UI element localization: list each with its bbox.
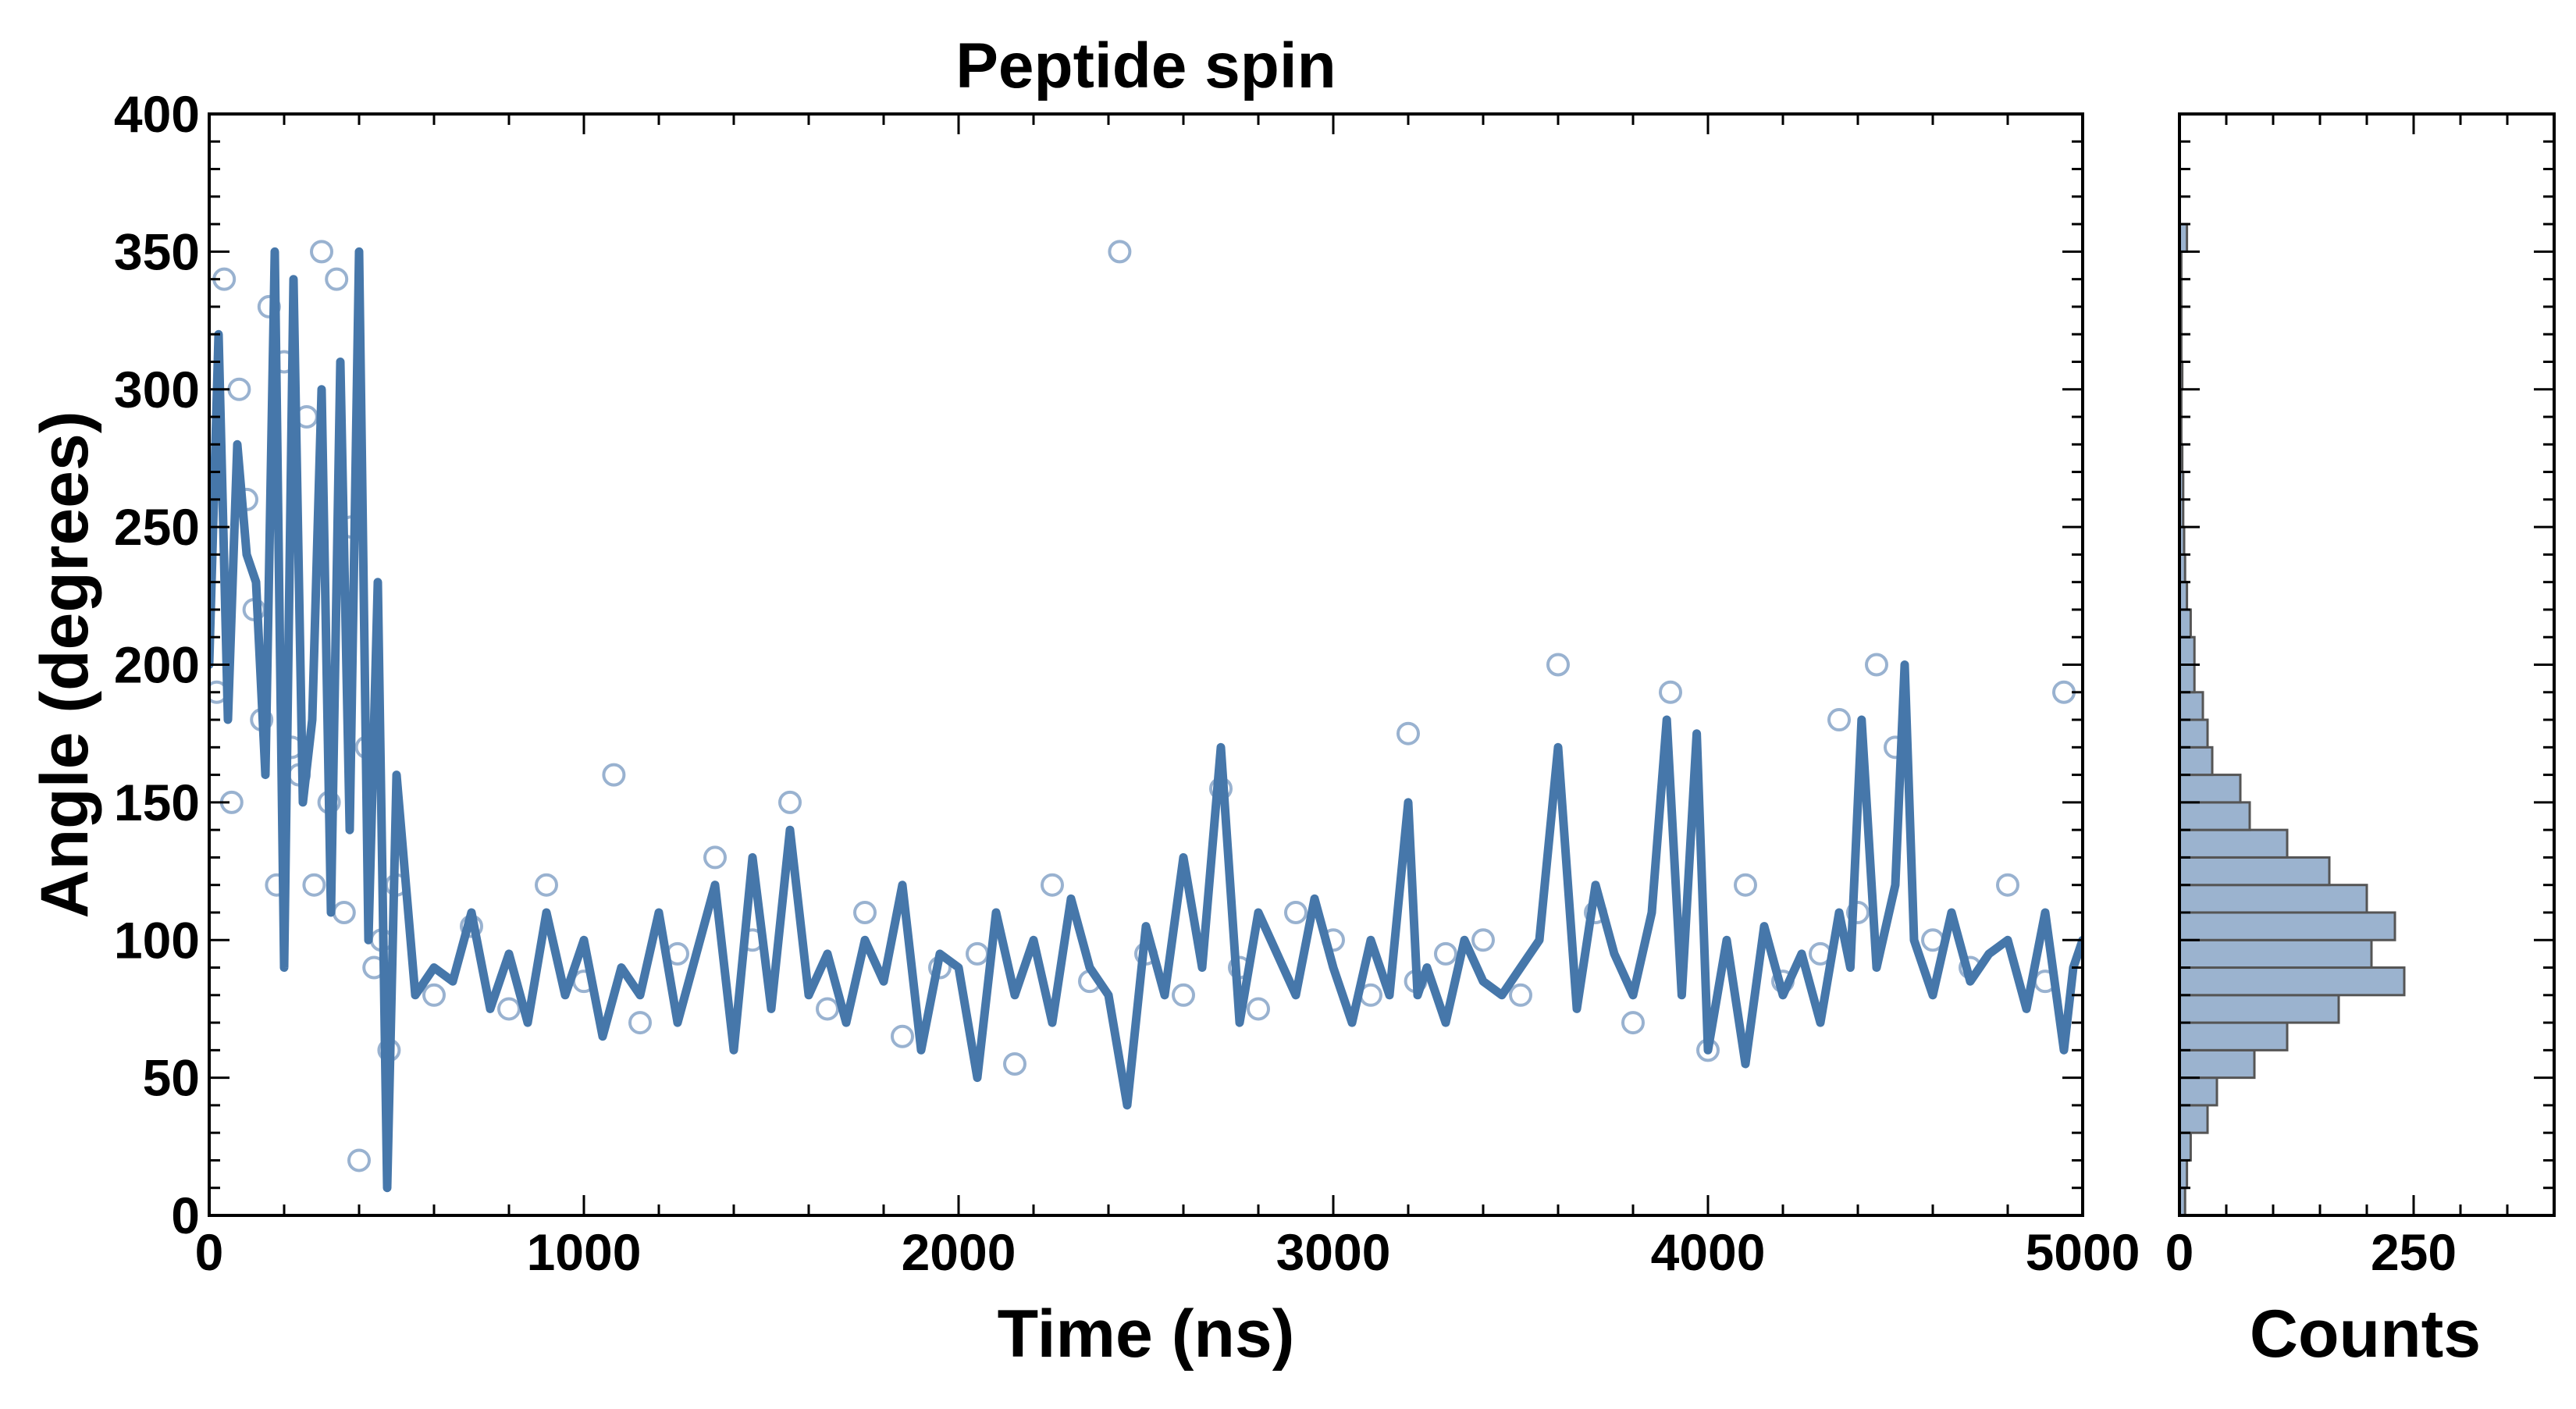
histogram-bar (2178, 966, 2406, 997)
x-tick-label: 1000 (527, 1223, 642, 1281)
scatter-point (1284, 900, 1308, 924)
y-tick-label: 200 (114, 636, 200, 694)
x-axis-label: Time (ns) (998, 1297, 1295, 1372)
scatter-point (891, 1024, 914, 1048)
histogram-bar (2178, 938, 2373, 970)
histogram-bar (2178, 691, 2204, 721)
scatter-point (966, 941, 989, 966)
scatter-point (1003, 1051, 1026, 1076)
scatter-point (310, 240, 333, 264)
histogram-bar (2178, 1076, 2218, 1107)
scatter-point (2052, 680, 2076, 704)
scatter-point (853, 900, 877, 924)
x-tick-label: 0 (195, 1223, 224, 1281)
histogram-bar (2178, 774, 2242, 804)
x-tick-label: 5000 (2026, 1223, 2140, 1281)
y-tick-label: 150 (114, 774, 200, 831)
histogram-bar (2178, 664, 2196, 694)
histogram-bar (2178, 745, 2214, 777)
scatter-point (1471, 928, 1495, 952)
y-tick-label: 250 (114, 498, 200, 556)
scatter-point (628, 1011, 652, 1035)
scatter-point (1172, 983, 1195, 1007)
scatter-point (1996, 873, 2019, 897)
scatter-point (602, 763, 626, 787)
scatter-point (535, 873, 558, 897)
scatter-point (302, 873, 326, 897)
hist-x-tick-label: 250 (2371, 1223, 2457, 1281)
scatter-point (1734, 873, 1757, 897)
scatter-point (325, 267, 349, 291)
scatter-point (332, 900, 356, 924)
scatter-point (1865, 653, 1888, 677)
histogram-bar (2178, 828, 2289, 859)
histogram-bar (2178, 856, 2331, 887)
histogram-bar (2178, 994, 2340, 1024)
scatter-point (1108, 240, 1132, 264)
histogram-bar (2178, 1048, 2256, 1080)
scatter-point (1621, 1011, 1645, 1035)
histogram-bar (2178, 884, 2368, 914)
y-tick-label: 350 (114, 222, 200, 280)
scatter-point (422, 983, 446, 1007)
histogram-bar (2178, 635, 2196, 666)
y-tick-label: 400 (114, 85, 200, 143)
histogram-bar (2178, 801, 2251, 831)
scatter-point (347, 1148, 371, 1172)
scatter-point (1041, 873, 1064, 897)
hist-x-tick-label: 0 (2165, 1223, 2194, 1281)
histogram-plot: 0 250 Counts (2165, 112, 2556, 1372)
histogram-bar (2178, 1021, 2289, 1051)
scatter-point (778, 790, 802, 814)
scatter-point (1397, 721, 1420, 745)
y-tick-label: 300 (114, 361, 200, 418)
x-tick-label: 2000 (902, 1223, 1016, 1281)
chart-title: Peptide spin (955, 30, 1336, 101)
scatter-points (209, 240, 2076, 1172)
scatter-point (1827, 708, 1851, 732)
histogram-bar (2178, 1131, 2192, 1162)
x-tick-label: 4000 (1651, 1223, 1766, 1281)
scatter-point (1434, 941, 1457, 966)
hist-x-axis-label: Counts (2250, 1297, 2481, 1372)
smoothed-line (209, 247, 2083, 1193)
scatter-point (1247, 997, 1270, 1021)
scatter-point (703, 845, 727, 870)
x-tick-label: 3000 (1276, 1223, 1391, 1281)
y-tick-label: 0 (171, 1187, 200, 1244)
scatter-point (1659, 680, 1682, 704)
histogram-bar (2178, 718, 2209, 749)
scatter-point (816, 997, 839, 1021)
scatter-point (227, 377, 251, 401)
y-tick-label: 100 (114, 911, 200, 969)
scatter-point (497, 997, 521, 1021)
scatter-point (1509, 983, 1532, 1007)
y-axis-label: Angle (degrees) (27, 411, 102, 919)
histogram-bar (2178, 911, 2396, 941)
y-tick-label: 50 (143, 1049, 200, 1107)
main-plot: 0 1000 2000 3000 4000 5000 0 50 100 150 200 250 300 3… (27, 30, 2140, 1372)
scatter-point (1546, 653, 1570, 677)
scatter-point (1846, 900, 1870, 924)
histogram-bar (2178, 608, 2192, 639)
main-frame (208, 112, 2084, 1217)
histogram-bar (2178, 1104, 2209, 1134)
